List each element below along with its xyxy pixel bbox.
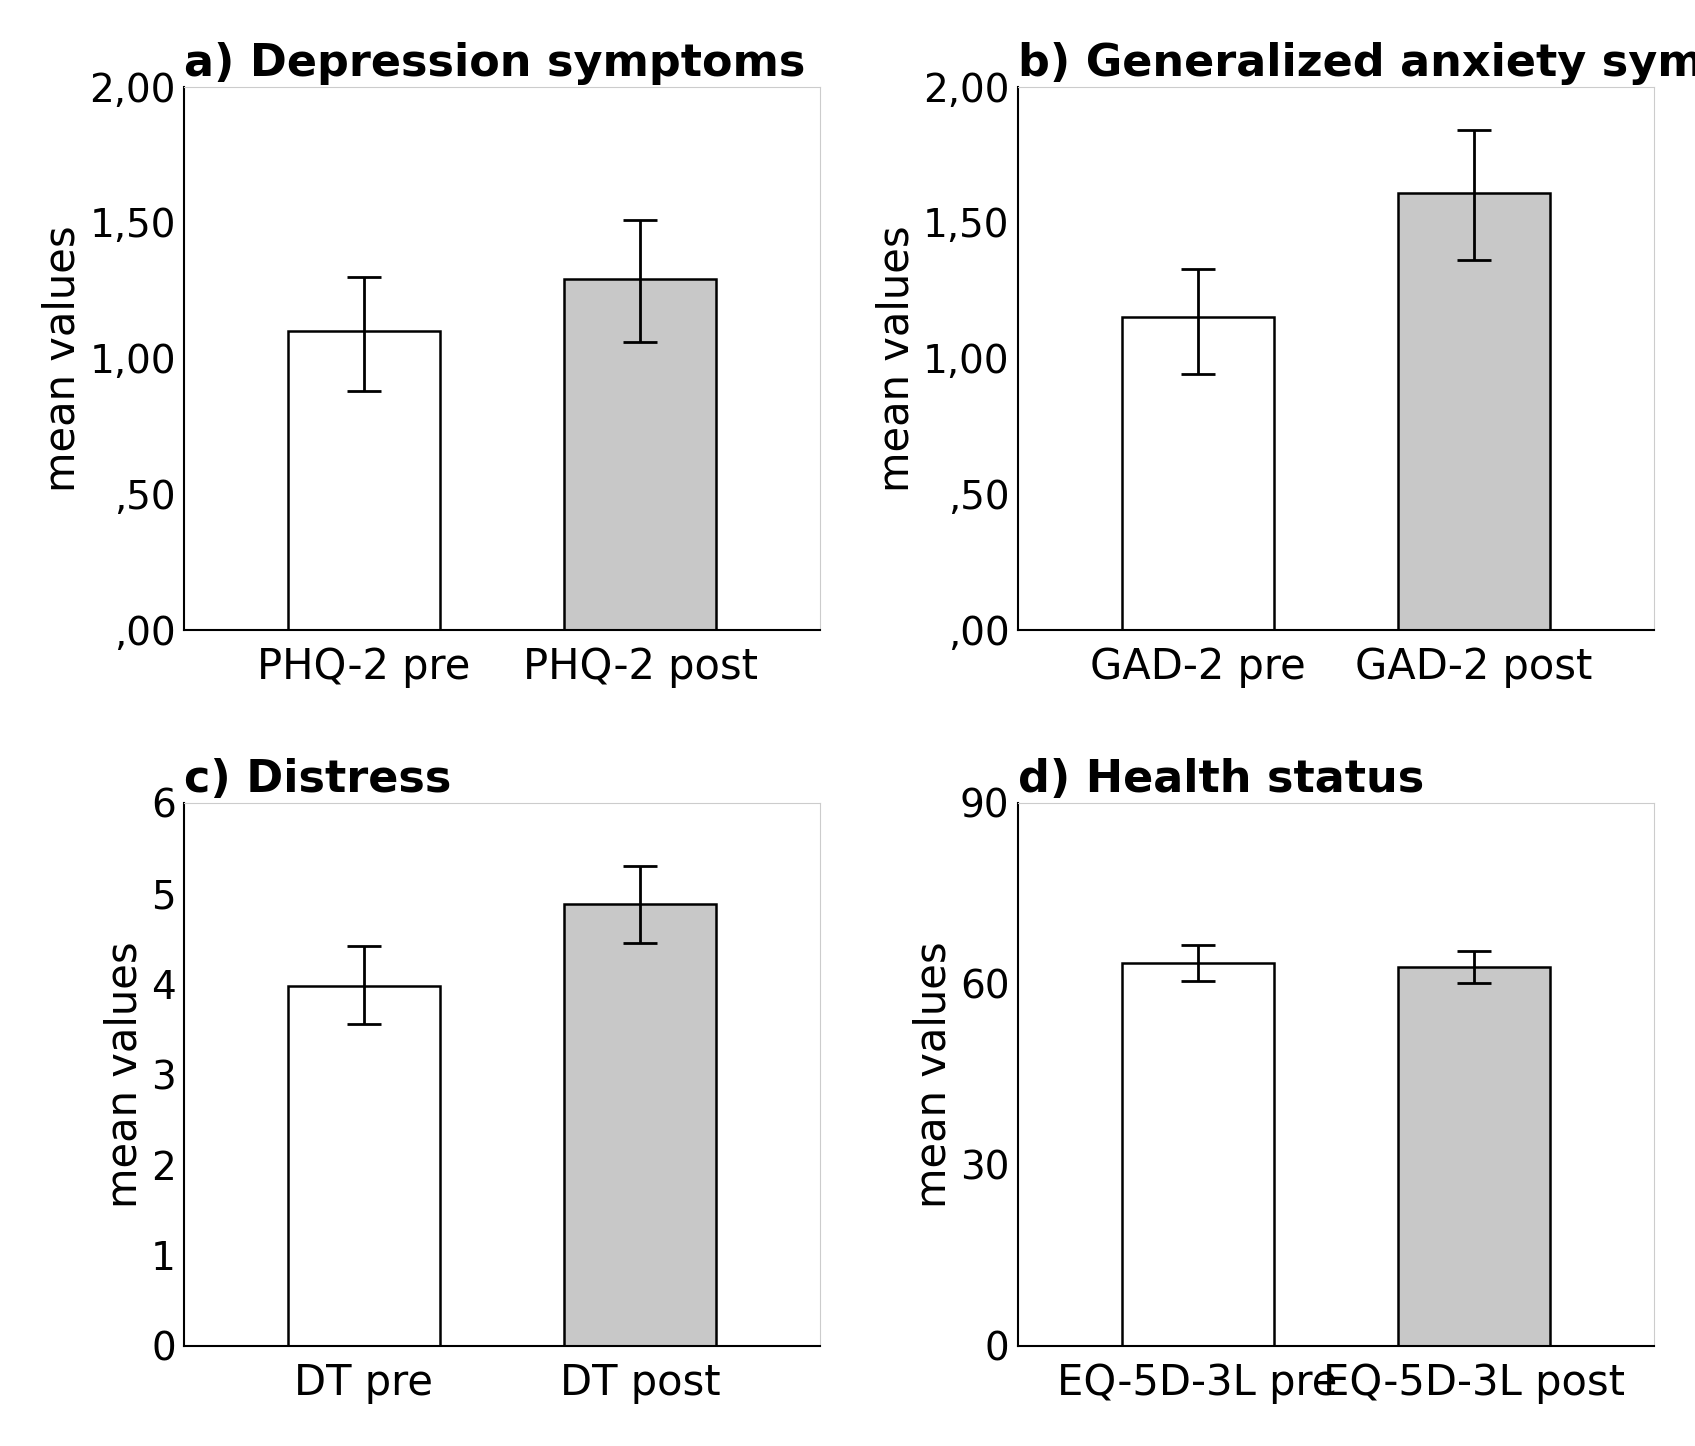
Bar	[564, 279, 715, 629]
Text: d) Health status: d) Health status	[1017, 758, 1424, 801]
Text: a) Depression symptoms: a) Depression symptoms	[185, 42, 805, 85]
Y-axis label: mean values: mean values	[875, 226, 917, 492]
Y-axis label: mean values: mean values	[103, 941, 146, 1207]
Text: c) Distress: c) Distress	[185, 758, 451, 801]
Bar	[288, 331, 439, 629]
Bar	[288, 986, 439, 1346]
Bar	[1398, 192, 1549, 629]
Y-axis label: mean values: mean values	[42, 226, 83, 492]
Bar	[1122, 318, 1273, 629]
Y-axis label: mean values: mean values	[912, 941, 954, 1207]
Bar	[1122, 963, 1273, 1346]
Bar	[1398, 967, 1549, 1346]
Bar	[564, 904, 715, 1346]
Text: b) Generalized anxiety symptoms: b) Generalized anxiety symptoms	[1017, 42, 1695, 85]
